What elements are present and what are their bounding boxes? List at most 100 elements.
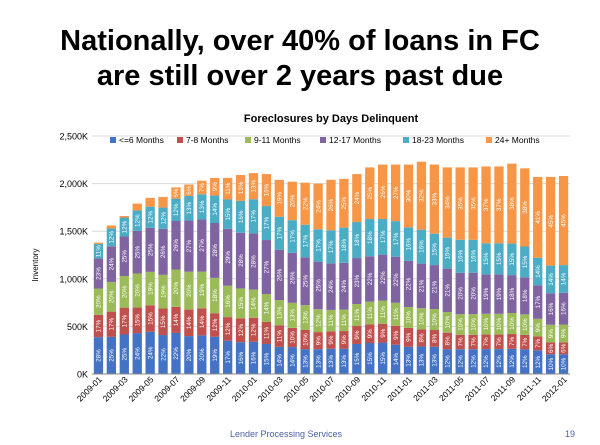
bar-segment	[468, 314, 478, 335]
bar-data-label: 41%	[535, 211, 542, 224]
bar-data-label: 14%	[393, 353, 400, 366]
bar-data-label: 9%	[328, 335, 335, 345]
bar-segment	[300, 329, 310, 350]
bar-data-label: 17%	[251, 210, 258, 223]
bar-data-label: 13%	[289, 309, 296, 322]
bar-data-label: 22%	[380, 271, 387, 284]
bar-data-label: 25%	[134, 245, 141, 258]
bar-segment	[507, 163, 517, 244]
bar-data-label: 26%	[289, 271, 296, 284]
bar-data-label: 13%	[328, 355, 335, 368]
bar-segment	[119, 217, 129, 237]
bar-segment	[481, 166, 491, 244]
bar-data-label: 12%	[212, 318, 219, 331]
bar-segment	[145, 305, 155, 332]
bar-segment	[558, 292, 569, 325]
bar-segment	[248, 233, 259, 290]
bar-segment	[145, 197, 155, 207]
bar-data-label: 19%	[212, 349, 219, 362]
bar-segment	[545, 293, 556, 325]
bar-segment	[455, 334, 465, 350]
bar-data-label: 11%	[264, 327, 271, 340]
bar-segment	[158, 196, 168, 208]
bar-data-label: 9%	[535, 323, 542, 333]
bar-segment	[558, 342, 569, 355]
bar-segment	[558, 265, 569, 293]
bar-segment	[261, 174, 272, 207]
bar-segment	[390, 344, 401, 374]
legend-label: 18-23 Months	[412, 135, 464, 145]
bar-segment	[287, 327, 297, 348]
bar-data-label: 18%	[341, 238, 348, 251]
bar-segment	[158, 308, 168, 336]
bar-data-label: 10%	[444, 316, 451, 329]
bar-data-label: 15%	[432, 243, 439, 256]
bar-segment	[248, 289, 259, 318]
bar-data-label: 12%	[109, 231, 116, 244]
bar-data-label: 9%	[315, 336, 322, 346]
bar-segment	[442, 268, 452, 313]
bar-segment	[210, 277, 220, 314]
bar-segment	[481, 274, 491, 314]
bar-segment	[416, 229, 427, 264]
bar-segment	[313, 183, 323, 230]
bar-data-label: 16%	[470, 250, 477, 263]
bar-data-label: 11%	[328, 314, 335, 327]
bar-data-label: 14%	[561, 272, 568, 285]
legend-swatch	[110, 137, 116, 143]
bar-segment	[339, 262, 349, 310]
bar-segment	[197, 194, 207, 220]
bar-segment	[261, 322, 272, 345]
bar-data-label: 14%	[251, 297, 258, 310]
x-tick-label: 2010-09	[333, 374, 362, 403]
bar-segment	[533, 257, 543, 286]
bar-data-label: 19%	[483, 287, 490, 300]
bar-segment	[352, 344, 362, 374]
bar-segment	[390, 256, 401, 303]
bar-segment	[235, 232, 246, 289]
bar-segment	[365, 167, 375, 220]
bar-segment	[378, 300, 388, 324]
footer-company-name: Lender Processing Services	[230, 429, 343, 439]
bar-segment	[210, 177, 220, 196]
bar-segment	[520, 334, 530, 350]
bar-segment	[235, 318, 246, 343]
bar-data-label: 15%	[483, 252, 490, 265]
bar-data-label: 11%	[393, 308, 400, 321]
legend-swatch	[177, 137, 183, 143]
bar-data-label: 10%	[483, 317, 490, 330]
bar-segment	[429, 309, 440, 331]
bar-segment	[416, 329, 427, 347]
x-tick-label: 2011-01	[385, 374, 414, 403]
bar-segment	[442, 349, 452, 374]
bar-data-label: 18%	[212, 289, 219, 302]
bar-data-label: 14%	[277, 354, 284, 367]
bar-segment	[106, 281, 117, 312]
bar-data-label: 11%	[354, 309, 361, 322]
bar-data-label: 23%	[354, 274, 361, 287]
bar-segment	[339, 309, 349, 332]
bar-data-label: 13%	[341, 355, 348, 368]
bar-segment	[171, 187, 181, 199]
bar-data-label: 26%	[277, 268, 284, 281]
bar-data-label: 37%	[496, 198, 503, 211]
bar-segment	[171, 198, 181, 221]
bar-data-label: 19%	[147, 282, 154, 295]
bar-segment	[184, 271, 194, 310]
bar-segment	[300, 305, 310, 330]
y-tick-label: 500K	[67, 322, 88, 332]
bar-data-label: 18%	[367, 231, 374, 244]
y-tick-label: 1,500K	[59, 227, 88, 237]
bar-data-label: 12%	[496, 355, 503, 368]
bar-segment	[210, 313, 220, 337]
bar-data-label: 11%	[277, 330, 284, 343]
bar-data-label: 35%	[470, 197, 477, 210]
bar-segment	[481, 334, 491, 350]
bar-segment	[274, 325, 284, 347]
bar-segment	[313, 332, 323, 350]
bar-data-label: 10%	[470, 318, 477, 331]
bar-data-label: 10%	[302, 333, 309, 346]
bar-segment	[93, 243, 104, 259]
bar-segment	[455, 167, 465, 240]
